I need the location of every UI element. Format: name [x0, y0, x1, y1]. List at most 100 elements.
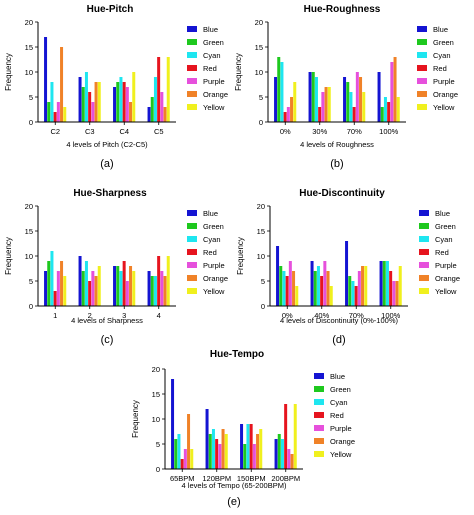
bar-yellow: [190, 449, 194, 469]
panel-caption: (c): [101, 334, 114, 346]
y-tick-label: 15: [25, 227, 33, 236]
chart-title: Hue-Pitch: [87, 4, 134, 15]
bar-yellow: [132, 72, 136, 122]
x-tick-label: 30%: [312, 127, 327, 136]
bar-purple: [252, 444, 256, 469]
x-tick-label: 100%: [379, 127, 399, 136]
legend-label-green: Green: [435, 222, 456, 231]
legend-swatch-purple: [187, 262, 197, 268]
y-tick-label: 15: [152, 390, 160, 399]
y-tick-label: 0: [261, 302, 265, 311]
legend-label-cyan: Cyan: [330, 398, 348, 407]
panel-caption: (b): [330, 158, 343, 170]
x-axis-label: 4 levels of Sharpness: [71, 316, 143, 325]
x-tick-label: 65BPM: [170, 474, 195, 483]
bar-cyan: [50, 82, 54, 122]
legend-swatch-yellow: [187, 104, 197, 110]
x-tick-label: 120BPM: [202, 474, 231, 483]
legend-label-purple: Purple: [433, 77, 455, 86]
bar-red: [157, 256, 161, 306]
y-tick-label: 5: [156, 440, 160, 449]
bar-blue: [274, 439, 278, 469]
bar-purple: [125, 87, 129, 122]
y-tick-label: 5: [259, 93, 263, 102]
bar-orange: [129, 102, 133, 122]
panel-caption: (a): [100, 158, 113, 170]
bar-blue: [44, 37, 48, 122]
bar-orange: [163, 107, 167, 122]
bar-yellow: [293, 82, 297, 122]
x-tick-label: 40%: [314, 311, 329, 320]
bar-green: [174, 439, 178, 469]
legend-swatch-blue: [417, 26, 427, 32]
bar-red: [354, 286, 358, 306]
legend-swatch-blue: [187, 210, 197, 216]
bar-cyan: [153, 77, 157, 122]
legend-label-orange: Orange: [330, 437, 355, 446]
legend-label-green: Green: [330, 385, 351, 394]
legend-label-purple: Purple: [203, 77, 225, 86]
bar-yellow: [396, 97, 400, 122]
legend-swatch-yellow: [417, 104, 427, 110]
bar-purple: [125, 281, 129, 306]
bar-green: [116, 82, 120, 122]
bar-red: [122, 82, 126, 122]
bar-cyan: [351, 281, 355, 306]
x-tick-label: 4: [157, 311, 161, 320]
bar-purple: [160, 271, 164, 306]
legend-label-red: Red: [203, 64, 217, 73]
legend-label-blue: Blue: [435, 209, 450, 218]
bar-green: [81, 271, 85, 306]
bar-blue: [276, 246, 280, 306]
y-tick-label: 20: [25, 18, 33, 27]
bar-green: [243, 444, 247, 469]
bar-orange: [187, 414, 191, 469]
legend-label-cyan: Cyan: [435, 235, 453, 244]
legend-label-cyan: Cyan: [433, 51, 451, 60]
bar-red: [318, 107, 322, 122]
legend-label-cyan: Cyan: [203, 51, 221, 60]
bar-cyan: [84, 261, 88, 306]
bar-blue: [274, 77, 278, 122]
legend-swatch-cyan: [419, 236, 429, 242]
bar-blue: [78, 256, 82, 306]
bar-blue: [343, 77, 347, 122]
legend-label-cyan: Cyan: [203, 235, 221, 244]
legend-label-blue: Blue: [433, 25, 448, 34]
y-axis-label: Frequency: [4, 53, 13, 91]
legend-label-green: Green: [203, 38, 224, 47]
legend-swatch-orange: [419, 275, 429, 281]
bar-red: [387, 102, 391, 122]
legend-swatch-yellow: [187, 288, 197, 294]
bar-orange: [129, 266, 133, 306]
bar-orange: [94, 82, 98, 122]
legend-label-red: Red: [433, 64, 447, 73]
bar-cyan: [280, 439, 284, 469]
legend-swatch-green: [187, 223, 197, 229]
bar-red: [249, 424, 253, 469]
legend-swatch-red: [417, 65, 427, 71]
legend-swatch-green: [419, 223, 429, 229]
bar-blue: [171, 379, 175, 469]
y-tick-label: 15: [25, 43, 33, 52]
y-tick-label: 20: [255, 18, 263, 27]
bar-green: [346, 82, 350, 122]
bar-purple: [288, 261, 292, 306]
x-tick-label: 200BPM: [271, 474, 300, 483]
y-tick-label: 0: [259, 118, 263, 127]
bar-red: [389, 271, 393, 306]
x-axis-label: 4 levels of Roughness: [300, 140, 374, 149]
chart-panel-1: Hue-Pitch 0 5 10 15 20 C2 C3 C4 C5 Frequency 4 leve…: [4, 4, 228, 170]
bar-orange: [94, 276, 98, 306]
bar-yellow: [329, 286, 333, 306]
bar-green: [348, 276, 352, 306]
bar-blue: [44, 271, 48, 306]
bar-purple: [183, 449, 187, 469]
legend-label-red: Red: [203, 248, 217, 257]
panel-caption: (e): [227, 496, 240, 508]
bar-green: [313, 271, 317, 306]
x-tick-label: 100%: [381, 311, 401, 320]
y-tick-label: 10: [257, 252, 265, 261]
legend-swatch-purple: [187, 78, 197, 84]
